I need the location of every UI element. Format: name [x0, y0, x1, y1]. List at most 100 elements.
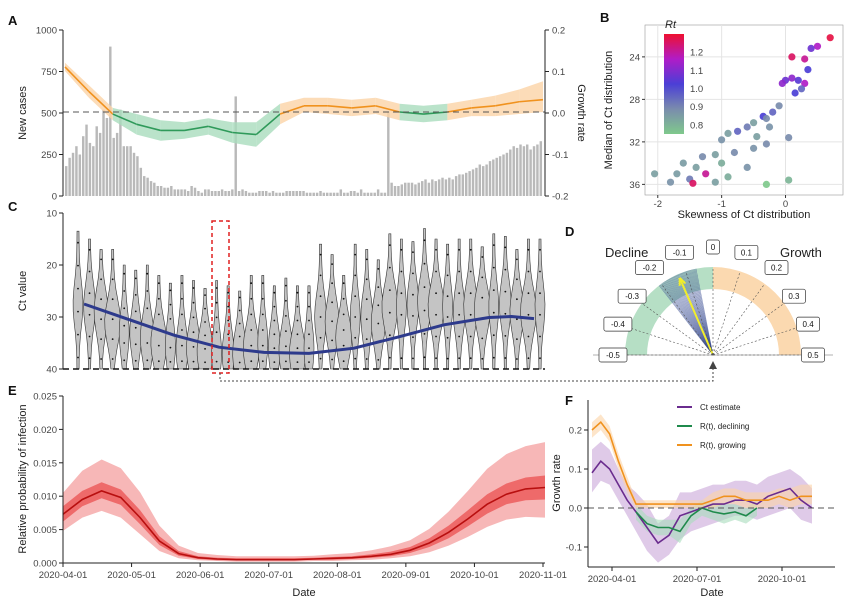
growth-line-segment — [279, 105, 305, 115]
violin-point — [169, 346, 172, 349]
violin-point — [435, 270, 437, 273]
y-tick-label: 1000 — [36, 26, 57, 37]
case-bar — [387, 111, 390, 196]
x-tick-label: 2020-07-01 — [244, 570, 293, 581]
case-bar — [180, 189, 183, 196]
gauge-tick-line — [712, 327, 797, 356]
violin-point — [446, 316, 449, 318]
violin-point — [377, 359, 380, 361]
case-bar — [431, 179, 434, 196]
case-bar — [78, 154, 82, 196]
violin-point — [88, 313, 91, 316]
violin-point — [238, 309, 241, 312]
violin-point — [504, 290, 507, 293]
violin-point — [481, 296, 484, 299]
case-bar — [383, 192, 387, 196]
scatter-point — [762, 114, 771, 123]
panel-f-label: F — [565, 393, 573, 408]
violin-point — [469, 357, 472, 360]
x-tick-label: 2020-05-01 — [107, 570, 156, 581]
violin-point — [400, 313, 403, 316]
case-bar — [98, 132, 102, 196]
case-bar — [282, 192, 285, 196]
case-bar — [410, 182, 414, 196]
scatter-point — [666, 178, 675, 186]
panel-d: D -0.5 -0.4 -0.3 -0.2 -0.1 0 0.1 0.2 0.3 0.4 0.5 D… — [565, 224, 833, 363]
violin-point — [157, 313, 160, 316]
violin-point — [181, 297, 183, 300]
violin-point — [481, 337, 484, 340]
growth-band-segment — [232, 122, 257, 147]
scatter-point — [769, 108, 777, 116]
case-bar — [356, 192, 359, 196]
case-bars — [65, 46, 543, 196]
violin-point — [123, 290, 126, 292]
case-bar — [170, 186, 173, 196]
case-bar — [454, 176, 458, 196]
scatter-point — [753, 133, 761, 141]
violin — [349, 243, 361, 370]
y-tick-label: 32 — [629, 137, 640, 148]
x-tick-label: 2020-10-01 — [758, 574, 807, 585]
case-bar — [424, 179, 427, 196]
violin-point — [492, 266, 495, 269]
violin-point — [169, 361, 172, 363]
violin-point — [296, 361, 299, 363]
violin — [150, 275, 168, 370]
gauge-tick-label: -0.4 — [611, 320, 625, 329]
violin-point — [88, 270, 91, 273]
violin-point — [192, 301, 195, 304]
violin — [221, 285, 235, 370]
violin-point — [227, 305, 230, 308]
case-bar — [166, 187, 170, 196]
violin-point — [446, 253, 449, 256]
violin-point — [412, 315, 414, 317]
x-axis-label: Skewness of Ct distribution — [678, 209, 811, 221]
case-bar — [529, 149, 532, 196]
y2-tick-label: 0.1 — [552, 67, 565, 78]
violin-point — [492, 289, 495, 291]
violin-point — [527, 357, 530, 360]
violin — [360, 249, 374, 370]
case-bar — [465, 172, 468, 196]
legend-tick-label: 1.2 — [690, 48, 703, 59]
case-bar — [102, 109, 105, 196]
violin-point — [296, 291, 299, 294]
case-bar — [380, 192, 383, 196]
violin-point — [77, 241, 79, 244]
violin-point — [516, 358, 518, 360]
scatter-point — [765, 123, 774, 131]
case-bar — [536, 144, 539, 196]
case-bar — [156, 186, 159, 196]
violin-point — [365, 318, 368, 321]
violin-point — [134, 310, 137, 313]
growth-band-segment — [208, 118, 233, 143]
violin-point — [365, 278, 368, 281]
y2-axis-label: Growth rate — [575, 84, 587, 141]
violin-point — [181, 313, 183, 316]
violin-point — [88, 248, 91, 251]
case-bar — [210, 191, 214, 196]
scatter-point — [718, 136, 726, 144]
violin-point — [100, 338, 102, 340]
violin-point — [215, 360, 218, 363]
violin-point — [285, 330, 287, 332]
growth-line-segment — [136, 123, 161, 132]
violin-point — [469, 270, 472, 273]
violin-point — [354, 316, 357, 318]
y-tick-label: 30 — [46, 313, 57, 324]
violin-point — [100, 258, 102, 261]
gauge-tick-label: 0.1 — [741, 248, 753, 257]
violin-point — [365, 258, 368, 261]
case-bar — [187, 191, 190, 196]
violin-point — [192, 331, 195, 334]
violin-point — [342, 360, 345, 363]
gauge-tick-label: -0.5 — [606, 351, 620, 360]
violin-point — [412, 336, 414, 338]
estimate-ray — [695, 268, 714, 356]
case-bar — [75, 146, 78, 196]
axis-ticks: -2 -1 0 24 28 32 36 — [629, 52, 788, 210]
violin-point — [458, 270, 461, 273]
violin-point — [458, 357, 461, 360]
case-bar — [512, 146, 515, 196]
